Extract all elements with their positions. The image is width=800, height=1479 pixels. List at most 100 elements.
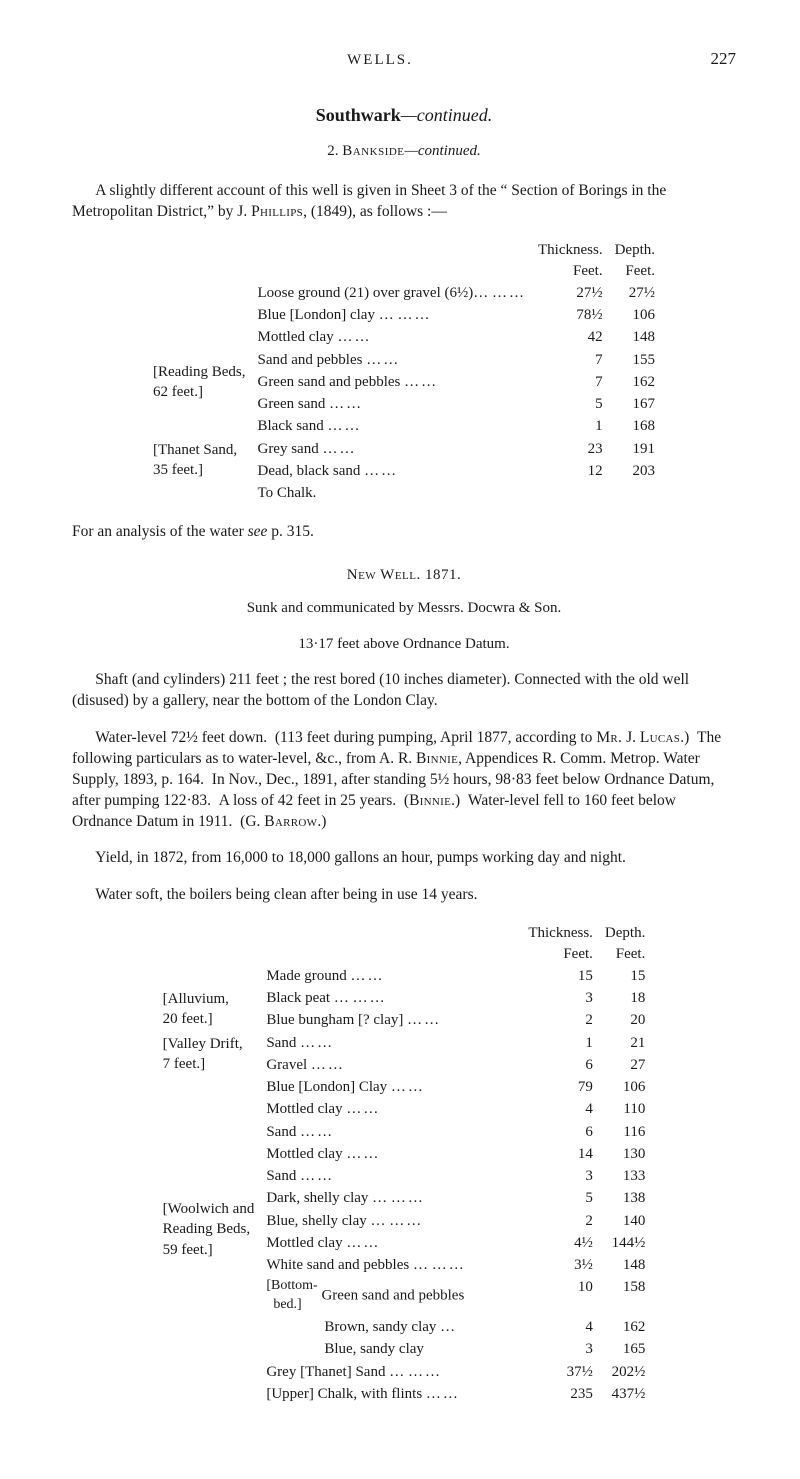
table-row: Blue [London] Clay ……79106 bbox=[157, 1076, 652, 1098]
intro-para: A slightly different account of this wel… bbox=[72, 181, 736, 223]
depth-value: 20 bbox=[599, 1009, 651, 1031]
thickness-value: 5 bbox=[522, 1187, 599, 1209]
group-label: [Alluvium,20 feet.] bbox=[157, 987, 261, 1032]
strata-label: Sand …… bbox=[260, 1121, 522, 1143]
shaft-para: Shaft (and cylinders) 211 feet ; the res… bbox=[72, 670, 736, 712]
strata-label: Brown, sandy clay … bbox=[260, 1316, 522, 1338]
thickness-value: 3 bbox=[522, 1338, 599, 1360]
depth-value: 144½ bbox=[599, 1232, 651, 1254]
table-row: Made ground ……1515 bbox=[157, 965, 652, 987]
strata-label: Sand and pebbles …… bbox=[251, 349, 532, 371]
depth-value: 18 bbox=[599, 987, 651, 1009]
thickness-value: 23 bbox=[532, 438, 609, 460]
thickness-value: 3 bbox=[522, 1165, 599, 1187]
strata-label: Gravel …… bbox=[260, 1054, 522, 1076]
group-label: [Woolwich andReading Beds,59 feet.] bbox=[157, 1098, 261, 1360]
depth-value: 158 bbox=[599, 1276, 651, 1316]
new-well-head: New Well. 1871. bbox=[72, 565, 736, 585]
page: WELLS. 227 Southwark—continued. 2. Banks… bbox=[0, 0, 800, 1479]
thickness-value: 6 bbox=[522, 1054, 599, 1076]
table-row: [Valley Drift,7 feet.]Sand ……121 bbox=[157, 1032, 652, 1054]
thickness-value: 4 bbox=[522, 1316, 599, 1338]
strata-label: Black peat … …… bbox=[260, 987, 522, 1009]
thickness-value: 7 bbox=[532, 371, 609, 393]
group-label: [Thanet Sand,35 feet.] bbox=[147, 438, 251, 483]
soft-para: Water soft, the boilers being clean afte… bbox=[72, 885, 736, 906]
strata-label: Blue bungham [? clay] …… bbox=[260, 1009, 522, 1031]
strata-label: Loose ground (21) over gravel (6½)… …… bbox=[251, 282, 532, 304]
header-row: WELLS. 227 bbox=[72, 48, 736, 71]
thickness-value: 4½ bbox=[522, 1232, 599, 1254]
thickness-value: 12 bbox=[532, 460, 609, 482]
waterlevel-para: Water-level 72½ feet down. (113 feet dur… bbox=[72, 728, 736, 833]
strata-table-1: Thickness.Feet.Depth.Feet.Loose ground (… bbox=[147, 239, 661, 504]
title-main: Southwark bbox=[316, 105, 401, 125]
thickness-value: 27½ bbox=[532, 282, 609, 304]
depth-value: 116 bbox=[599, 1121, 651, 1143]
thickness-value: 3 bbox=[522, 987, 599, 1009]
strata-table-2: Thickness.Feet.Depth.Feet.Made ground ……… bbox=[157, 922, 652, 1405]
strata-label: Black sand …… bbox=[251, 415, 532, 437]
strata-label: Made ground …… bbox=[260, 965, 522, 987]
thickness-value: 1 bbox=[532, 415, 609, 437]
thickness-value: 6 bbox=[522, 1121, 599, 1143]
thickness-value: 37½ bbox=[522, 1361, 599, 1383]
depth-value: 106 bbox=[599, 1076, 651, 1098]
thickness-value: 3½ bbox=[522, 1254, 599, 1276]
strata-label: Dark, shelly clay … …… bbox=[260, 1187, 522, 1209]
depth-value: 168 bbox=[609, 415, 661, 437]
datum-line: 13·17 feet above Ordnance Datum. bbox=[72, 634, 736, 654]
col-depth: Depth.Feet. bbox=[609, 239, 661, 282]
strata-label: Mottled clay …… bbox=[251, 326, 532, 348]
title-suffix: —continued. bbox=[401, 105, 493, 125]
col-depth: Depth.Feet. bbox=[599, 922, 651, 965]
depth-value: 191 bbox=[609, 438, 661, 460]
thickness-value: 2 bbox=[522, 1009, 599, 1031]
depth-value: 162 bbox=[609, 371, 661, 393]
group-label: [Reading Beds,62 feet.] bbox=[147, 326, 251, 437]
col-thickness: Thickness.Feet. bbox=[532, 239, 609, 282]
strata-label: Blue, sandy clay bbox=[260, 1338, 522, 1360]
thickness-value: 1 bbox=[522, 1032, 599, 1054]
table-row: To Chalk. bbox=[147, 482, 661, 504]
analysis-line: For an analysis of the water see p. 315. bbox=[72, 522, 736, 543]
depth-value: 203 bbox=[609, 460, 661, 482]
strata-label: [Bottom- bed.] Green sand and pebbles bbox=[260, 1276, 522, 1316]
depth-value: 202½ bbox=[599, 1361, 651, 1383]
depth-value: 148 bbox=[599, 1254, 651, 1276]
subsection-suffix: —continued. bbox=[405, 143, 481, 159]
strata-label: Mottled clay …… bbox=[260, 1143, 522, 1165]
sunk-by-line: Sunk and communicated by Messrs. Docwra … bbox=[72, 598, 736, 618]
depth-value bbox=[609, 482, 661, 504]
strata-label: Sand …… bbox=[260, 1165, 522, 1187]
depth-value: 15 bbox=[599, 965, 651, 987]
strata-label: Dead, black sand …… bbox=[251, 460, 532, 482]
depth-value: 155 bbox=[609, 349, 661, 371]
depth-value: 21 bbox=[599, 1032, 651, 1054]
table-row: [Thanet Sand,35 feet.]Grey sand ……23191 bbox=[147, 438, 661, 460]
table-row: Loose ground (21) over gravel (6½)… ……27… bbox=[147, 282, 661, 304]
thickness-value: 15 bbox=[522, 965, 599, 987]
depth-value: 165 bbox=[599, 1338, 651, 1360]
table-row: [Woolwich andReading Beds,59 feet.]Mottl… bbox=[157, 1098, 652, 1120]
depth-value: 106 bbox=[609, 304, 661, 326]
col-thickness: Thickness.Feet. bbox=[522, 922, 599, 965]
table-row: [Reading Beds,62 feet.]Mottled clay ……42… bbox=[147, 326, 661, 348]
strata-label: Blue [London] Clay …… bbox=[260, 1076, 522, 1098]
depth-value: 148 bbox=[609, 326, 661, 348]
strata-label: To Chalk. bbox=[251, 482, 532, 504]
thickness-value: 14 bbox=[522, 1143, 599, 1165]
thickness-value: 79 bbox=[522, 1076, 599, 1098]
depth-value: 167 bbox=[609, 393, 661, 415]
depth-value: 27½ bbox=[609, 282, 661, 304]
depth-value: 130 bbox=[599, 1143, 651, 1165]
strata-label: Blue, shelly clay … …… bbox=[260, 1210, 522, 1232]
thickness-value: 2 bbox=[522, 1210, 599, 1232]
thickness-value: 78½ bbox=[532, 304, 609, 326]
page-number: 227 bbox=[688, 48, 736, 71]
thickness-value: 10 bbox=[522, 1276, 599, 1316]
group-label: [Valley Drift,7 feet.] bbox=[157, 1032, 261, 1077]
new-well-text: New Well. 1871. bbox=[347, 567, 461, 583]
see-italic: see bbox=[248, 523, 268, 540]
depth-value: 27 bbox=[599, 1054, 651, 1076]
